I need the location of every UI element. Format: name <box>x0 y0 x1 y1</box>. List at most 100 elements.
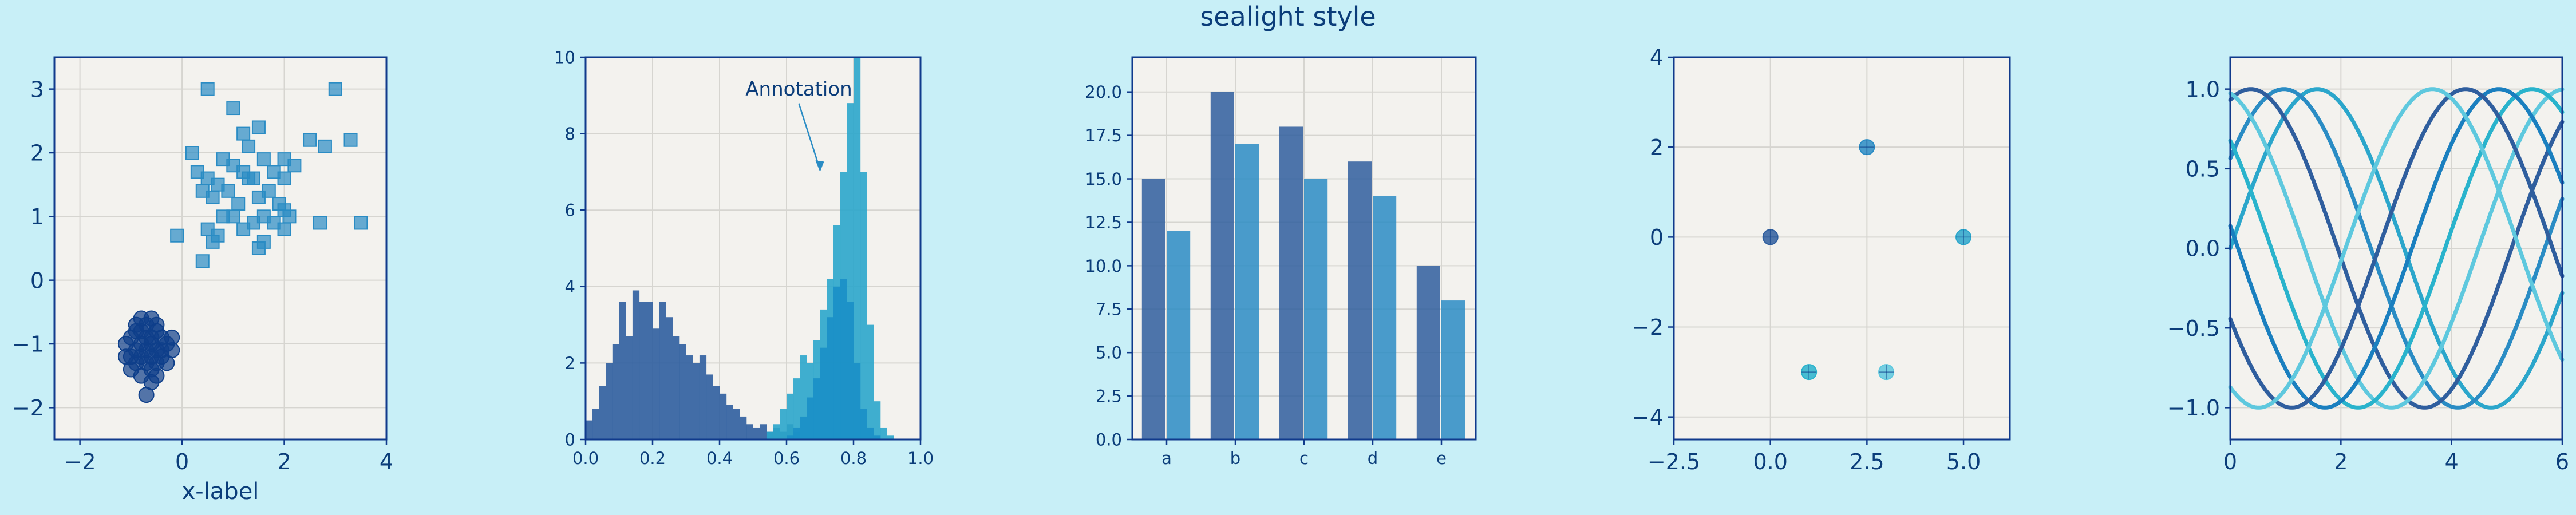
histogram-bar <box>679 344 686 439</box>
annotation-arrowhead <box>815 160 824 172</box>
y-tick-label: 5.0 <box>1096 343 1122 363</box>
x-tick-label: c <box>1299 449 1309 468</box>
axes-spines <box>584 56 922 441</box>
y-tick-label: 2 <box>1650 135 1664 160</box>
axes-background <box>1674 57 2010 439</box>
x-tick-label: b <box>1230 449 1240 468</box>
histogram-bar <box>740 416 747 439</box>
x-tick-label: 0 <box>175 449 189 474</box>
y-tick-label: −0.5 <box>2167 316 2220 341</box>
histogram-bar <box>592 409 599 439</box>
histogram-bar <box>773 424 780 439</box>
histogram-bar <box>854 363 861 439</box>
histogram-bar <box>706 374 713 439</box>
scatter-point-square <box>303 133 317 147</box>
scatter-point-square <box>200 82 215 96</box>
marks <box>586 57 894 439</box>
axes-spines <box>1131 56 1477 441</box>
y-tick-label: −1 <box>12 332 44 357</box>
x-tick-label: 4 <box>380 449 393 474</box>
histogram-bar <box>820 347 827 439</box>
scatter-point-square <box>170 228 184 243</box>
histogram-bar <box>880 427 887 439</box>
scatter-point-square <box>343 133 358 147</box>
bar <box>1373 196 1397 439</box>
scatter-point-square <box>226 101 240 116</box>
histogram-bar <box>599 386 606 439</box>
scatter-point-circle <box>133 323 149 339</box>
sine-line <box>2228 87 2565 410</box>
x-tick-label: −2 <box>64 449 96 474</box>
x-tick-label: 0.6 <box>773 449 800 468</box>
histogram-bar <box>860 172 867 439</box>
histogram-bar <box>639 302 646 439</box>
scatter-point-circle <box>138 387 155 403</box>
panel-4: −2.5 0.0 2.5 5.0 −4 −2 0 2 4 <box>1631 45 2011 474</box>
x-tick-label: 0.8 <box>840 449 867 468</box>
axes-spines <box>1673 56 2011 441</box>
histogram-bar <box>780 409 787 439</box>
histogram-bar <box>840 279 847 439</box>
scatter-point-square <box>206 190 220 204</box>
panel-5: 0 2 4 6 −1.0 −0.5 0.0 0.5 1.0 <box>2167 56 2569 474</box>
histogram-bar <box>854 57 861 439</box>
histogram-bar <box>807 397 814 439</box>
y-tick-label: 20.0 <box>1085 82 1122 102</box>
histogram-bar <box>666 317 673 439</box>
x-tick-label: e <box>1436 449 1447 468</box>
y-tick-label: 0.0 <box>2186 236 2220 262</box>
y-tick-label: 4 <box>565 277 575 296</box>
x-tick-label: 2.5 <box>1850 449 1884 474</box>
y-tick-label: 0 <box>30 268 44 293</box>
marks <box>1141 92 1465 440</box>
histogram-bar <box>653 328 660 439</box>
histogram-bar <box>733 409 740 439</box>
bar <box>1167 231 1191 439</box>
scatter-point-square <box>242 139 256 153</box>
y-tick-label: 3 <box>30 77 44 102</box>
scatter-point-square <box>287 159 302 173</box>
histogram-bar <box>726 405 733 439</box>
histogram-bar <box>793 427 800 439</box>
histogram-bar <box>887 435 894 439</box>
scatter-point-square <box>231 197 246 211</box>
histogram-bar <box>659 302 666 439</box>
sine-line <box>2228 87 2565 410</box>
histogram-bar <box>860 409 867 439</box>
scatter-point-square <box>328 82 342 96</box>
scatter-point-square <box>251 120 266 134</box>
sine-line <box>2228 87 2565 410</box>
sine-line <box>2228 87 2565 410</box>
histogram-bar <box>753 427 760 439</box>
marks <box>1762 139 1972 381</box>
x-tick-label: 1.0 <box>907 449 934 468</box>
histogram-bar <box>686 355 693 439</box>
scatter-point-square <box>313 216 327 230</box>
annotation-text: Annotation <box>745 78 852 101</box>
scatter-point-square <box>185 146 199 160</box>
histogram-bar <box>760 424 767 439</box>
y-tick-label: 0 <box>1650 225 1664 250</box>
x-tick-label: 0 <box>2223 449 2237 474</box>
bar <box>1304 179 1328 439</box>
y-tick-label: 2.5 <box>1096 387 1122 406</box>
panel-3: a b c d e 0.0 2.5 5.0 7.5 10.0 12.5 15.0 17.5 20.0 <box>1085 56 1477 468</box>
figure-title: sealight style <box>1200 1 1376 32</box>
y-tick-label: 15.0 <box>1085 169 1122 189</box>
bar <box>1348 161 1372 439</box>
histogram-bar <box>632 290 640 439</box>
x-tick-label: 0.2 <box>639 449 666 468</box>
histogram-bar <box>827 317 834 439</box>
histogram-bar <box>793 378 800 439</box>
scatter-point-square <box>236 126 251 141</box>
histogram-bar <box>766 431 774 439</box>
sine-line <box>2228 87 2565 410</box>
histogram-bar <box>612 344 619 439</box>
y-tick-label: 1 <box>30 204 44 229</box>
histogram-bar <box>720 393 727 439</box>
bar <box>1279 126 1303 440</box>
bar <box>1141 179 1165 439</box>
bar <box>1210 92 1234 439</box>
bar <box>1416 266 1440 439</box>
